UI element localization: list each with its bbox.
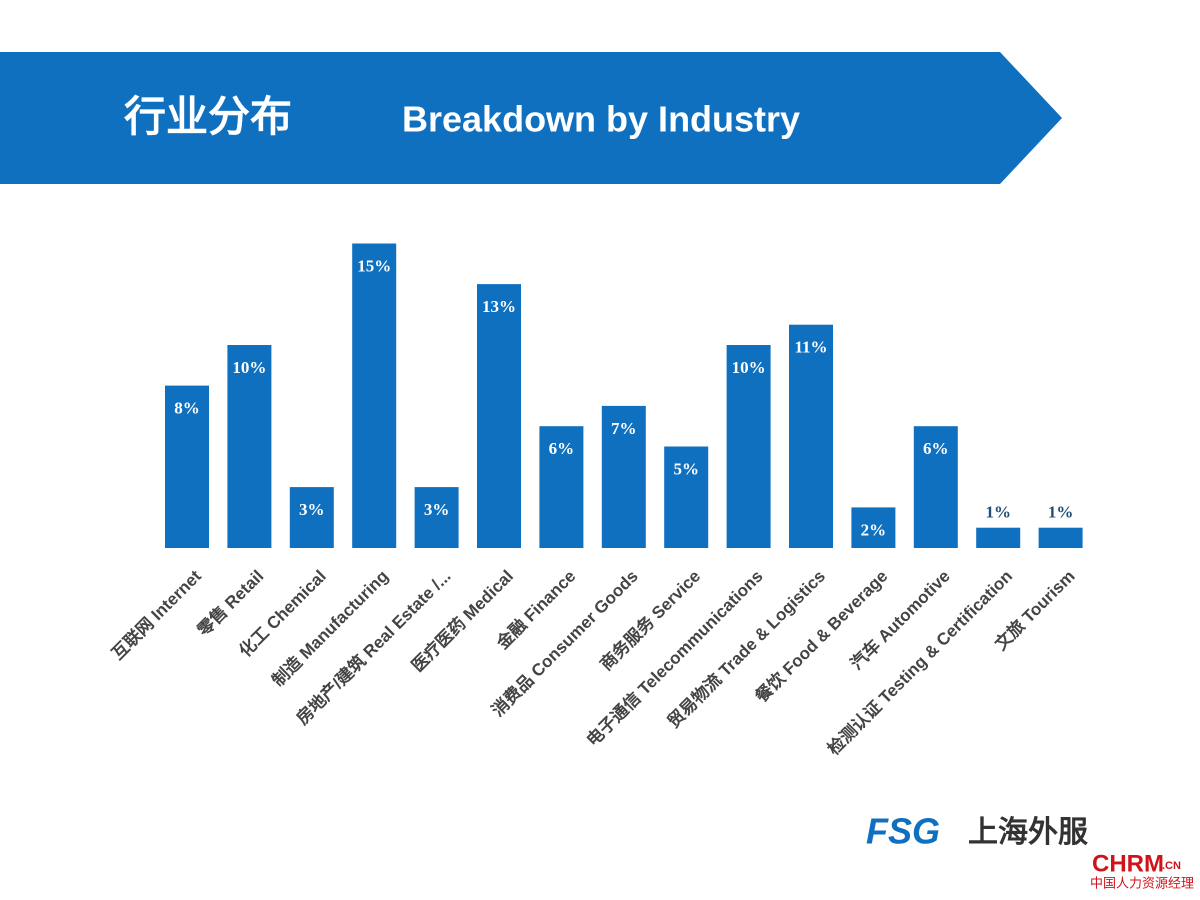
value-label: 11% — [794, 338, 827, 357]
logo-brand-cn: 上海外服 — [968, 816, 1089, 849]
chart-subtitle: Breakdown by Industry — [402, 99, 800, 140]
bar — [1038, 527, 1083, 548]
bar — [601, 405, 646, 548]
value-label: 6% — [923, 439, 949, 458]
bar — [165, 385, 209, 548]
bar — [726, 345, 771, 548]
value-label: 8% — [174, 399, 200, 418]
bar — [664, 446, 709, 548]
value-label: 1% — [985, 503, 1011, 522]
bar — [289, 487, 334, 548]
logo-site-cn: 中国人力资源经理 — [1090, 877, 1194, 892]
x-tick-label: 互联网 Internet — [108, 566, 205, 663]
bar — [851, 507, 896, 548]
bar — [913, 426, 958, 548]
bar — [227, 345, 272, 548]
bar — [352, 243, 397, 548]
chart-title: 行业分布 — [124, 93, 292, 140]
logo-brand: FSG — [866, 811, 940, 852]
bar — [976, 527, 1021, 548]
value-label: 10% — [232, 358, 266, 377]
value-label: 3% — [299, 500, 325, 519]
title-banner — [0, 52, 1062, 184]
value-label: 13% — [482, 297, 516, 316]
bar — [414, 487, 459, 548]
value-label: 5% — [673, 459, 699, 478]
value-label: 2% — [861, 520, 887, 539]
value-label: 3% — [424, 500, 450, 519]
value-label: 7% — [611, 419, 637, 438]
bar — [539, 426, 584, 548]
value-label: 1% — [1048, 503, 1074, 522]
bar — [789, 324, 833, 548]
logo-site: CHRM — [1092, 850, 1164, 877]
x-tick-label: 制造 Manufacturing — [268, 566, 392, 690]
value-label: 10% — [732, 358, 766, 377]
x-tick-label: 医疗医药 Medical — [407, 566, 517, 676]
logo-site-suffix: .CN — [1162, 860, 1181, 872]
value-label: 15% — [357, 256, 391, 275]
bar — [477, 284, 521, 548]
value-label: 6% — [549, 439, 575, 458]
